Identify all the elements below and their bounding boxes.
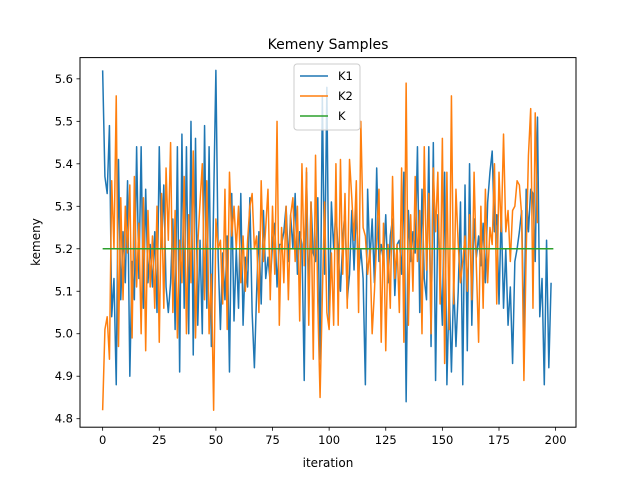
y-axis-label: kemeny (29, 218, 43, 266)
chart-title: Kemeny Samples (268, 37, 389, 53)
legend-label-k1: K1 (338, 69, 353, 83)
x-tick-label: 0 (99, 433, 106, 447)
x-tick-label: 75 (265, 433, 280, 447)
legend-box (293, 63, 361, 131)
x-tick-label: 175 (488, 433, 510, 447)
x-tick-label: 125 (375, 433, 397, 447)
x-tick-label: 100 (318, 433, 340, 447)
legend: K1 K2 K (293, 63, 361, 131)
y-axis-ticks: 4.8 4.9 5.0 5.1 5.2 5.3 5.4 5.5 5.6 (55, 72, 80, 426)
legend-label-k2: K2 (338, 89, 353, 103)
x-tick-label: 50 (209, 433, 224, 447)
y-tick-label: 5.0 (55, 327, 73, 341)
x-tick-label: 150 (431, 433, 453, 447)
x-tick-label: 25 (152, 433, 167, 447)
y-tick-label: 5.6 (55, 72, 73, 86)
x-axis-ticks: 0 25 50 75 100 125 150 175 200 (99, 427, 567, 447)
y-tick-label: 5.4 (55, 157, 73, 171)
x-axis-label: iteration (303, 456, 354, 470)
series-line-k2 (101, 82, 539, 411)
y-tick-label: 5.3 (55, 199, 73, 213)
y-tick-label: 4.8 (55, 412, 73, 426)
y-tick-label: 4.9 (55, 369, 73, 383)
x-tick-label: 200 (545, 433, 567, 447)
y-tick-label: 5.2 (55, 242, 73, 256)
y-tick-label: 5.5 (55, 114, 73, 128)
legend-label-k: K (338, 109, 346, 123)
y-tick-label: 5.1 (55, 284, 73, 298)
plot-frame (79, 57, 577, 428)
